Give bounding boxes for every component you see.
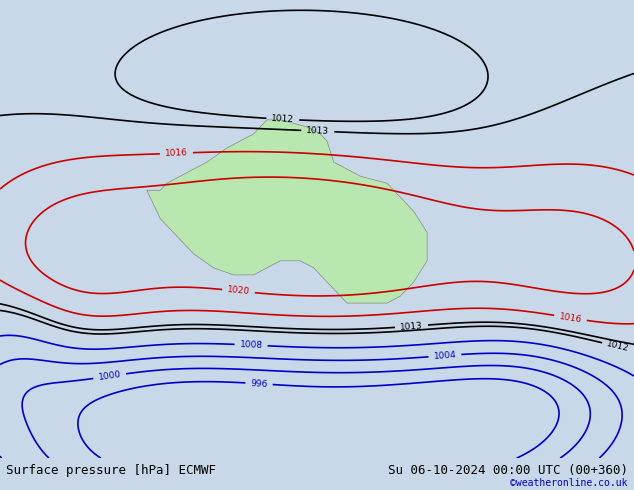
- Text: 996: 996: [250, 379, 268, 389]
- Text: Surface pressure [hPa] ECMWF: Surface pressure [hPa] ECMWF: [6, 465, 216, 477]
- Text: ©weatheronline.co.uk: ©weatheronline.co.uk: [510, 478, 628, 489]
- Text: 1008: 1008: [240, 340, 262, 350]
- Polygon shape: [147, 120, 427, 303]
- Text: 1020: 1020: [227, 286, 250, 297]
- Text: Su 06-10-2024 00:00 UTC (00+360): Su 06-10-2024 00:00 UTC (00+360): [387, 465, 628, 477]
- Text: 1013: 1013: [400, 321, 424, 332]
- Text: 1013: 1013: [306, 126, 330, 136]
- Text: 1016: 1016: [559, 312, 583, 324]
- Text: 1004: 1004: [433, 350, 456, 361]
- Text: 1016: 1016: [165, 148, 188, 158]
- Text: 1012: 1012: [271, 114, 295, 124]
- Text: 1012: 1012: [606, 340, 630, 354]
- Text: 1000: 1000: [98, 370, 122, 382]
